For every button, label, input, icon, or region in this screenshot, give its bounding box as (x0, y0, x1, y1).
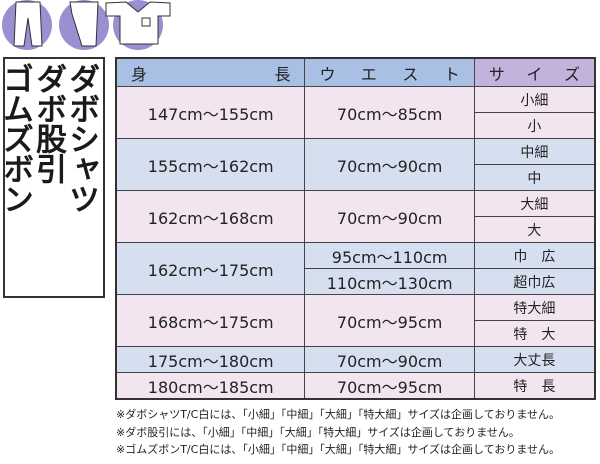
waist-cell: 110cm～130cm (304, 268, 475, 295)
size-cell: 特 長 (473, 372, 596, 400)
size-cell: 特大細 (473, 294, 596, 321)
waist-cell: 70cm～95cm (304, 372, 475, 400)
note: ※ダボ股引には、「小細」「中細」「大細」「特大細」サイズは企画しておりません。 (116, 425, 520, 439)
header-char: サ (488, 64, 505, 84)
height-cell: 175cm～180cm (115, 346, 306, 373)
header-char: ス (402, 64, 419, 84)
table-row: 162cm～168cm 70cm～90cm 大細 (115, 190, 596, 243)
garment-icons (2, 0, 171, 50)
waist-cell: 70cm～90cm (304, 138, 475, 191)
note: ※ダボシャツT/C白には、「小細」「中細」「大細」「特大細」サイズは企画しており… (116, 408, 560, 421)
notes: ※ダボシャツT/C白には、「小細」「中細」「大細」「特大細」サイズは企画しており… (116, 406, 560, 459)
size-cell: 大丈長 (473, 346, 596, 373)
hakama-pants-icon (2, 0, 52, 50)
waist-cell: 70cm～90cm (304, 190, 475, 243)
size-cell: 中細 (473, 138, 596, 165)
waist-cell: 70cm～95cm (304, 294, 475, 347)
table-row: 110cm～130cm 超巾広 (116, 268, 596, 295)
header-size: サ イズ (473, 57, 596, 87)
header-char: エ (360, 64, 377, 84)
table-row: 162cm～175cm 95cm～110cm 巾 広 (115, 242, 596, 295)
table-header: 身長 ウエスト サイズ (115, 57, 596, 87)
product-name: ダボ股引 (30, 63, 66, 183)
waist-cell: 70cm～85cm (304, 86, 475, 139)
size-cell: 巾 広 (473, 242, 596, 269)
size-cell: 特 大 (473, 320, 596, 347)
header-char: イ (526, 64, 543, 84)
product-names: ダボシャツ ダボ股引 ゴムズボン (0, 59, 103, 293)
table-row: 中 (116, 164, 596, 191)
height-cell: 180cm～185cm (115, 372, 306, 400)
size-cell: 大細 (473, 190, 596, 217)
header-char: ウ (319, 64, 336, 84)
header-waist: ウエスト (304, 57, 475, 87)
height-cell: 162cm～168cm (115, 190, 306, 243)
table-row: 大 (116, 216, 596, 243)
table-row: 168cm～175cm 70cm～95cm 特大細 (115, 294, 596, 347)
dabo-shirt-icon (105, 0, 171, 50)
table-row: 175cm～180cm 70cm～90cm 大丈長 (115, 346, 596, 373)
table-row: 155cm～162cm 70cm～90cm 中細 (115, 138, 596, 191)
header-char: 身 (131, 64, 148, 84)
height-cell: 168cm～175cm (115, 294, 306, 347)
table-row: 特 大 (116, 320, 596, 347)
waist-cell: 95cm～110cm (304, 242, 475, 269)
product-name: ゴムズボン (0, 63, 33, 213)
size-cell: 小細 (473, 86, 596, 113)
height-cell: 162cm～175cm (115, 242, 306, 295)
header-height: 身長 (115, 57, 306, 87)
table-row: 180cm～185cm 70cm～95cm 特 長 (115, 372, 596, 400)
size-cell: 小 (473, 112, 596, 139)
header-char: ト (443, 64, 460, 84)
header-char: 長 (274, 64, 291, 84)
header-char: ズ (563, 64, 580, 84)
height-cell: 155cm～162cm (115, 138, 306, 191)
product-name: ダボシャツ (63, 63, 99, 213)
size-table: 身長 ウエスト サイズ 147cm～155cm 70cm～85cm 小細小 155cm… (115, 57, 596, 400)
momohiki-pants-icon (59, 0, 109, 50)
table-row: 147cm～155cm 70cm～85cm 小細 (115, 86, 596, 139)
note: ※ゴムズボンT/C白には、「小細」「中細」「大細」「特大細」サイズは企画しており… (116, 443, 560, 456)
height-cell: 147cm～155cm (115, 86, 306, 139)
waist-cell: 70cm～90cm (304, 346, 475, 373)
size-cell: 大 (473, 216, 596, 243)
size-cell: 超巾広 (473, 268, 596, 295)
size-cell: 中 (473, 164, 596, 191)
product-names-box: ダボシャツ ダボ股引 ゴムズボン (0, 57, 105, 298)
